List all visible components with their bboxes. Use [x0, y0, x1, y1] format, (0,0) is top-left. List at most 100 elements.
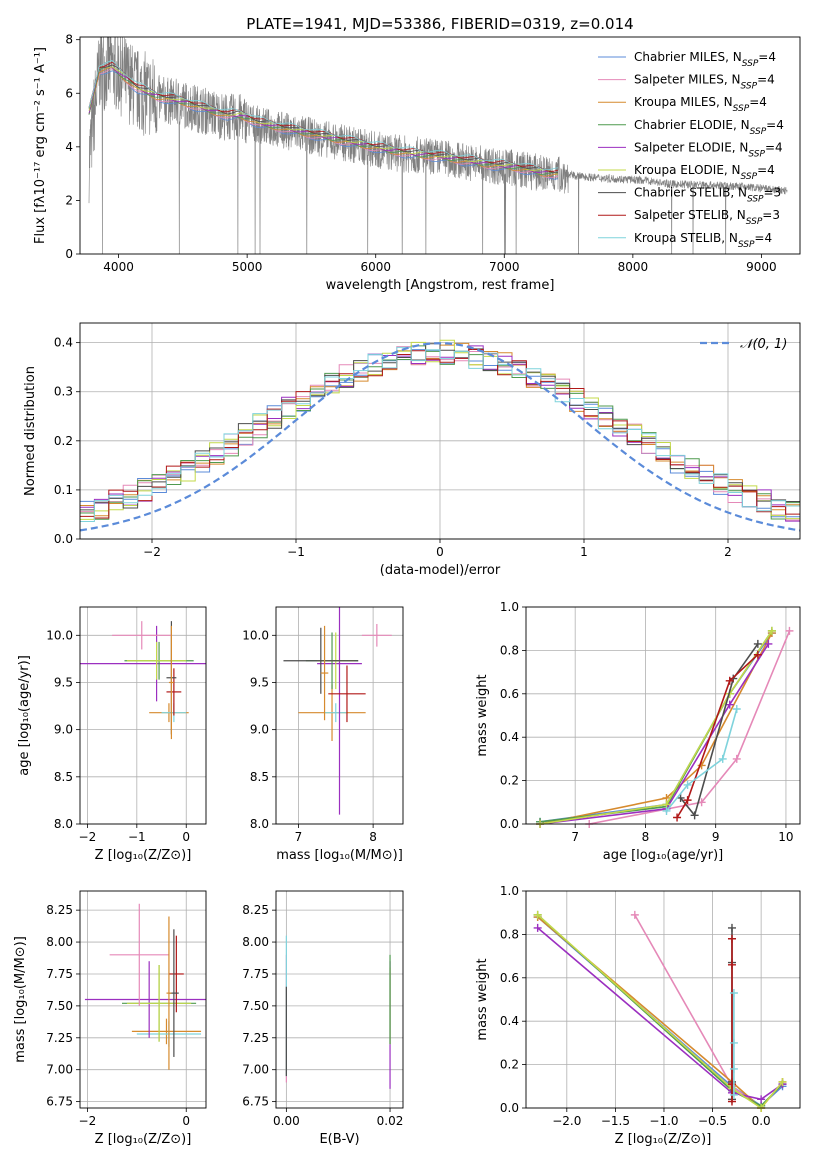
y-tick-label: 7.50: [46, 999, 73, 1013]
y-tick-label: 0.2: [500, 1058, 519, 1072]
y-tick-label: 8.5: [250, 770, 269, 784]
histogram-series: [80, 346, 800, 522]
errorbar-point: [166, 668, 182, 716]
weight-series: [533, 913, 787, 1112]
legend: Chabrier MILES, NSSP=4 Salpeter MILES, NS…: [598, 50, 784, 250]
axes-frame: [525, 890, 801, 1109]
y-tick-label: 0.0: [500, 1101, 519, 1115]
errorbar-point: [131, 1018, 202, 1045]
y-axis-label: Flux [fλ10⁻¹⁷ erg cm⁻² s⁻¹ A⁻¹]: [33, 47, 48, 244]
y-tick-label: 0.0: [54, 532, 73, 546]
legend-subscript: SSP: [747, 195, 764, 205]
y-tick-label: 7.75: [242, 967, 269, 981]
legend-suffix: =4: [766, 118, 784, 132]
weight-series: [533, 923, 787, 1104]
x-axis-label: mass [log₁₀(M/M⊙)]: [276, 848, 403, 863]
y-axis-label: mass [log₁₀(M/M⊙)]: [13, 936, 28, 1063]
weight-series: [536, 626, 776, 828]
y-tick-label: 0.6: [500, 971, 519, 985]
series-marker: [729, 988, 738, 997]
y-tick-label: 0.1: [54, 483, 73, 497]
x-tick-label: −0.5: [698, 1114, 727, 1128]
series-line: [537, 914, 784, 1107]
legend-entry: 𝒩(0, 1): [740, 337, 787, 352]
series-marker: [697, 761, 706, 770]
x-axis-label: Z [log₁₀(Z/Z⊙)]: [95, 848, 192, 863]
legend-entry: Salpeter ELODIE, NSSP=4: [634, 140, 783, 159]
y-tick-label: 0.2: [54, 434, 73, 448]
series-marker: [757, 1095, 766, 1104]
series-marker: [729, 1090, 738, 1099]
errorbar-point: [112, 621, 172, 650]
series-line: [539, 630, 773, 825]
legend-subscript: SSP: [746, 217, 763, 227]
legend-entry: Chabrier ELODIE, NSSP=4: [634, 118, 784, 137]
x-tick-label: 1: [580, 545, 588, 559]
x-tick-label: −1: [128, 830, 146, 844]
y-tick-label: 0.2: [500, 774, 519, 788]
errorbar-point: [168, 625, 174, 740]
errorbar-point: [317, 607, 362, 815]
y-tick-label: 7.00: [242, 1063, 269, 1077]
weight-series: [676, 639, 762, 820]
series-marker: [732, 704, 741, 713]
y-tick-label: 7.25: [46, 1031, 73, 1045]
errorbar-point: [109, 903, 169, 1006]
chart-age-vs-mass: 7 8 8.0 8.5 9.0 9.5 10.0 mass [log₁₀(M/M⊙)]: [242, 606, 404, 863]
y-tick-label: 9.5: [54, 675, 73, 689]
x-tick-label: 8: [369, 830, 377, 844]
y-tick-label: 0.4: [54, 336, 73, 350]
y-tick-label: 0.4: [500, 730, 519, 744]
y-tick-label: 6.75: [46, 1095, 73, 1109]
weight-series: [536, 629, 776, 828]
y-tick-label: 9.5: [250, 675, 269, 689]
legend-subscript: SSP: [750, 127, 767, 137]
axes-frame: [79, 322, 801, 540]
series-marker: [727, 1097, 736, 1106]
legend-suffix: =4: [765, 140, 783, 154]
model-spectrum: [88, 61, 559, 172]
y-tick-label: 10.0: [242, 628, 269, 642]
weight-lines: [533, 910, 787, 1112]
axes-frame: [79, 890, 207, 1109]
y-tick-label: 8.0: [250, 817, 269, 831]
series-marker: [662, 806, 671, 815]
series-marker: [725, 700, 734, 709]
x-tick-label: 6000: [360, 260, 391, 274]
y-tick-label: 7.75: [46, 967, 73, 981]
model-spectrum: [88, 60, 558, 171]
series-marker: [732, 754, 741, 763]
y-tick-label: 0.6: [500, 687, 519, 701]
legend-suffix: =4: [758, 50, 776, 64]
errorbar-point: [126, 641, 187, 680]
x-tick-label: 2: [724, 545, 732, 559]
series-marker: [753, 639, 762, 648]
series-marker: [683, 796, 692, 805]
x-tick-label: −1.0: [649, 1114, 678, 1128]
legend-suffix: =4: [754, 231, 772, 245]
y-tick-label: 4: [65, 140, 73, 154]
x-tick-label: −1: [287, 545, 305, 559]
y-tick-label: 0.0: [500, 817, 519, 831]
series-line: [634, 914, 784, 1110]
y-tick-label: 0.8: [500, 927, 519, 941]
x-axis-label: wavelength [Angstrom, rest frame]: [326, 278, 555, 293]
y-tick-label: 8.0: [54, 817, 73, 831]
legend-entry: Salpeter STELIB, NSSP=3: [634, 208, 780, 227]
x-axis-label: (data-model)/error: [380, 563, 501, 578]
chart-mass-vs-Z: −2 0 6.75 7.00 7.25 7.50 7.75 8.00 8.25 Z [log₁₀(…: [13, 890, 207, 1147]
series-marker: [785, 626, 794, 635]
y-tick-label: 8.00: [46, 935, 73, 949]
axes-frame: [275, 606, 404, 825]
series-marker: [725, 676, 734, 685]
legend-entry: Kroupa MILES, NSSP=4: [634, 95, 767, 114]
weight-lines: [536, 626, 794, 828]
errorbar-point: [166, 916, 172, 1070]
errorbars: [84, 903, 206, 1070]
errorbars: [283, 607, 392, 815]
series-line: [679, 643, 759, 818]
legend-subscript: SSP: [748, 149, 765, 159]
y-tick-label: 7.00: [46, 1063, 73, 1077]
x-tick-label: 7: [571, 830, 579, 844]
series-line: [539, 632, 773, 825]
